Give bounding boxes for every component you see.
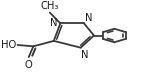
Text: CH₃: CH₃ [41, 1, 59, 11]
Text: N: N [50, 18, 57, 28]
Text: HO: HO [1, 40, 16, 50]
Text: O: O [25, 60, 33, 70]
Text: N: N [81, 50, 89, 60]
Text: N: N [85, 13, 92, 23]
